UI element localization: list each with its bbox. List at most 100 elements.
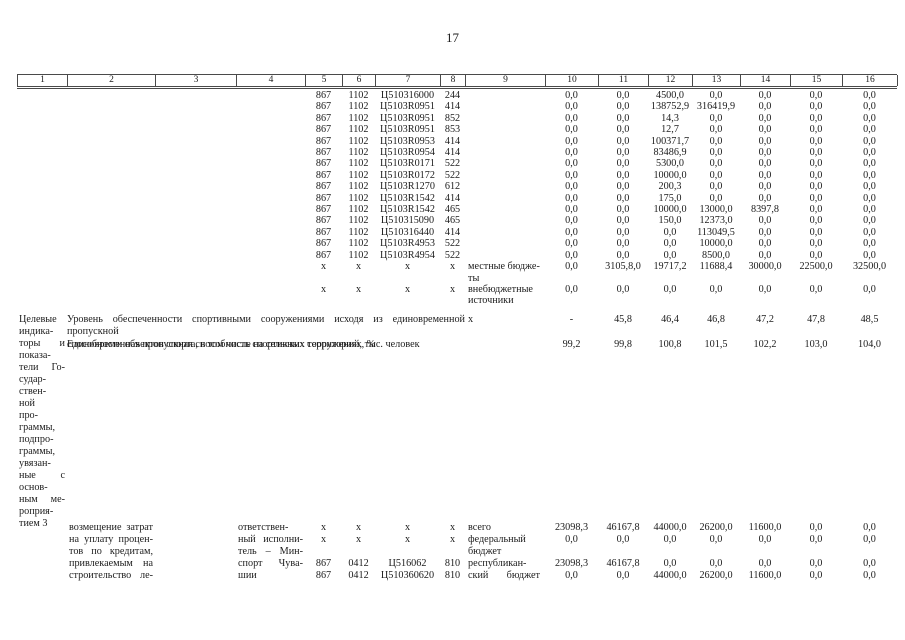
cell: х bbox=[404, 283, 411, 295]
cell: 465 bbox=[444, 204, 461, 216]
row-label-line: тием 3 bbox=[19, 517, 48, 529]
indicator-row: 99,2 99,8 100,8 101,5 102,2 103,0 104,0 Единовр… bbox=[17, 339, 897, 351]
cell: 810 bbox=[444, 557, 461, 569]
row-label-line: основ- bbox=[19, 481, 48, 493]
cell: 867 bbox=[315, 181, 332, 193]
cell: 852 bbox=[444, 112, 461, 124]
cell: 867 bbox=[315, 158, 332, 170]
cell: 0,0 bbox=[863, 204, 876, 216]
cell: 46167,8 bbox=[606, 521, 640, 533]
cell: 23098,3 bbox=[554, 521, 589, 533]
cell: х bbox=[355, 533, 362, 545]
cell: 11688,4 bbox=[699, 261, 733, 273]
cell: 99,8 bbox=[614, 338, 632, 350]
cell: 0,0 bbox=[809, 215, 823, 227]
cell: 45,8 bbox=[614, 313, 632, 325]
cell: 47,2 bbox=[756, 313, 774, 325]
cell: 0,0 bbox=[809, 135, 823, 147]
cell: 100371,7 bbox=[650, 135, 690, 147]
cell: 414 bbox=[444, 101, 461, 113]
cell: 867 bbox=[315, 90, 332, 101]
cell: 0,0 bbox=[616, 238, 630, 250]
cell: 30000,0 bbox=[748, 261, 782, 273]
cell: 26200,0 bbox=[699, 521, 733, 533]
cell: 316419,9 bbox=[696, 101, 736, 113]
cell: привлекаемым на bbox=[69, 557, 153, 569]
indicator-row: х - 45,8 46,4 46,8 47,2 47,8 48,5 Уровень обеспе… bbox=[17, 313, 897, 350]
table-header-row: 1 2 3 4 5 6 7 8 9 10 11 12 13 14 15 16 bbox=[17, 74, 898, 87]
cell: 102,2 bbox=[753, 338, 777, 350]
table-row: 867 1102 Ц5103R0951 853 0,0 0,0 12,7 0,0 0,0 0,0 0… bbox=[17, 124, 897, 135]
cell: 32500,0 bbox=[852, 261, 887, 273]
row-label-line: судар- bbox=[19, 373, 47, 385]
table-row: тов по кредитам, тель – Мин-бюджет bbox=[17, 546, 897, 558]
table-row: 867 1102 Ц510315090 465 0,0 0,0 150,0 12373,0 0,… bbox=[17, 215, 897, 226]
indicator-text: Единовременная пропускная способность сп… bbox=[67, 339, 465, 351]
cell: 0,0 bbox=[863, 533, 876, 545]
cell: 0,0 bbox=[863, 112, 876, 124]
table-row: 867 1102 Ц5103R0172 522 0,0 0,0 10000,0 0,0 0,0 0… bbox=[17, 170, 897, 181]
cell: 0,0 bbox=[616, 226, 630, 238]
cell: 0,0 bbox=[809, 557, 823, 569]
cell: 0,0 bbox=[758, 215, 772, 227]
cell: 810 bbox=[444, 569, 461, 581]
cell: 0,0 bbox=[709, 147, 723, 159]
cell: 0,0 bbox=[809, 283, 823, 295]
page-number: 17 bbox=[446, 30, 459, 45]
cell: 138752,9 bbox=[650, 101, 690, 113]
cell: 0,0 bbox=[709, 557, 723, 569]
cell: 1102 bbox=[348, 147, 369, 159]
table-row: х х х х внебюджетные источники 0,0 0,0 0,0 0,0 0,… bbox=[17, 284, 897, 307]
cell: 1102 bbox=[348, 238, 369, 250]
cell: 103,0 bbox=[804, 338, 828, 350]
cell: Ц510316440 bbox=[380, 226, 435, 238]
cell: х bbox=[404, 521, 411, 533]
cell: 1102 bbox=[348, 135, 369, 147]
cell: 12373,0 bbox=[699, 215, 733, 227]
cell: 3105,8,0 bbox=[605, 261, 641, 273]
cell: 867 bbox=[315, 204, 332, 216]
cell: 0,0 bbox=[863, 521, 876, 533]
cell: 0,0 bbox=[565, 215, 578, 227]
cell: 0,0 bbox=[616, 135, 630, 147]
cell: х bbox=[449, 521, 456, 533]
row-label-line: торы и bbox=[19, 337, 65, 349]
cell: 11600,0 bbox=[748, 569, 782, 581]
cell: 612 bbox=[444, 181, 461, 193]
cell: 867 bbox=[315, 557, 332, 569]
cell: 1102 bbox=[348, 124, 369, 136]
loan-interest-section: возмещение затрат ответствен-х х х х всего 230… bbox=[17, 522, 897, 582]
cell: 0,0 bbox=[709, 181, 723, 193]
cell: 0,0 bbox=[758, 135, 772, 147]
cell: 853 bbox=[444, 124, 461, 136]
cell: 46,4 bbox=[661, 313, 679, 325]
header-cell: 16 bbox=[843, 75, 898, 86]
cell: строительство ле- bbox=[69, 569, 153, 581]
cell: 0,0 bbox=[663, 226, 677, 238]
cell: 0,0 bbox=[758, 249, 772, 261]
cell: 0,0 bbox=[565, 569, 578, 581]
cell: 0,0 bbox=[863, 249, 876, 261]
header-cell: 15 bbox=[791, 75, 843, 86]
cell: 0,0 bbox=[616, 124, 630, 136]
cell: х bbox=[320, 261, 327, 273]
cell: х bbox=[449, 261, 456, 273]
cell: 0,0 bbox=[758, 181, 772, 193]
cell: ский бюджет bbox=[468, 569, 540, 581]
cell: 26200,0 bbox=[699, 569, 733, 581]
cell: 0,0 bbox=[809, 181, 823, 193]
cell: 8397,8 bbox=[750, 204, 779, 216]
table-row: 867 1102 Ц5103R1270 612 0,0 0,0 200,3 0,0 0,0 0,0… bbox=[17, 181, 897, 192]
table-row: 867 1102 Ц510316440 414 0,0 0,0 0,0 113049,5 0,0… bbox=[17, 227, 897, 238]
cell: 0,0 bbox=[616, 90, 630, 101]
cell: х bbox=[449, 533, 456, 545]
cell: - bbox=[569, 313, 574, 325]
cell: местные бюдже- ты bbox=[468, 261, 540, 284]
cell: Ц5103R1270 bbox=[380, 181, 435, 193]
cell: 83486,9 bbox=[653, 147, 687, 159]
cell: 0,0 bbox=[709, 283, 723, 295]
cell: 414 bbox=[444, 135, 461, 147]
cell: 0,0 bbox=[565, 158, 578, 170]
cell: 0,0 bbox=[809, 204, 823, 216]
cell: 0,0 bbox=[663, 533, 677, 545]
